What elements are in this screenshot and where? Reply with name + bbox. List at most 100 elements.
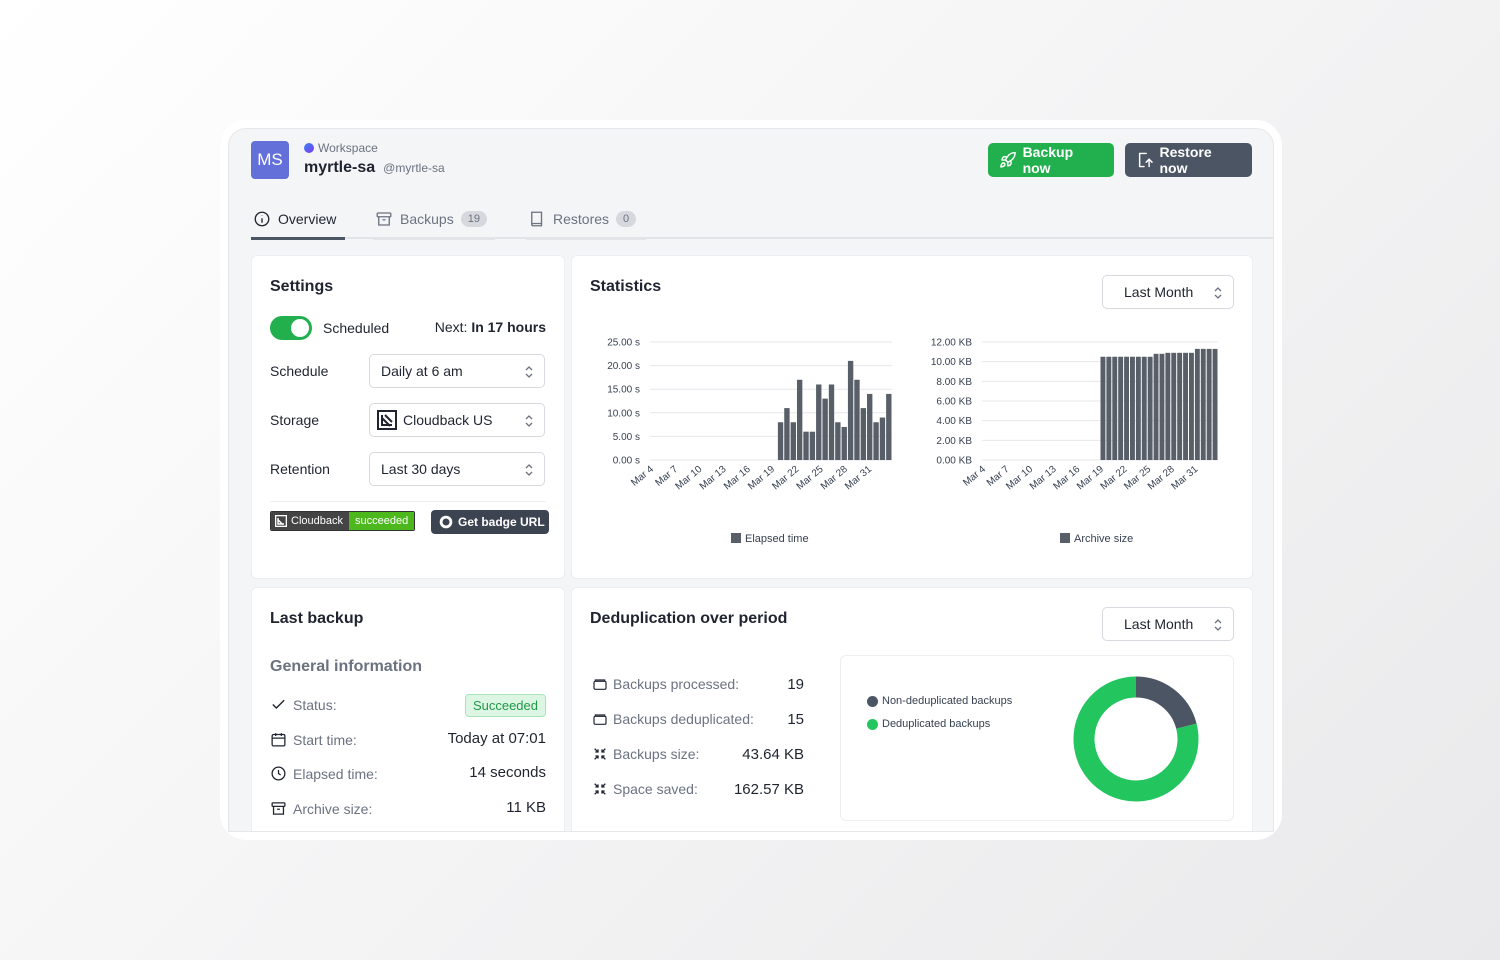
tab-overview-label: Overview bbox=[278, 211, 337, 227]
bar bbox=[1206, 348, 1212, 460]
tab-backups-label: Backups bbox=[400, 211, 454, 227]
tab-backups[interactable]: Backups 19 bbox=[375, 203, 487, 235]
bar bbox=[1183, 352, 1188, 460]
x-tick-label: Mar 4 bbox=[629, 464, 656, 489]
chevron-updown-icon bbox=[525, 415, 533, 427]
bar bbox=[1118, 356, 1124, 460]
stack-icon bbox=[593, 679, 607, 690]
restore-now-button[interactable]: Restore now bbox=[1125, 143, 1252, 177]
bar bbox=[1153, 353, 1159, 460]
donut-slice bbox=[1135, 676, 1197, 730]
dedup-donut-chart bbox=[1073, 676, 1199, 802]
next-value: In 17 hours bbox=[471, 319, 546, 335]
chevron-updown-icon bbox=[525, 366, 533, 378]
deduplication-title: Deduplication over period bbox=[590, 610, 788, 627]
deduplication-card: Deduplication over period Last Month Bac… bbox=[571, 587, 1253, 831]
tab-restores-underline bbox=[526, 237, 646, 240]
bar bbox=[1147, 356, 1153, 460]
badge-left: Cloudback bbox=[271, 512, 349, 530]
bar bbox=[1200, 348, 1206, 460]
y-tick-label: 2.00 KB bbox=[936, 436, 972, 447]
tab-backups-underline bbox=[373, 237, 495, 240]
workspace-name: myrtle-sa bbox=[304, 159, 376, 176]
bar bbox=[828, 384, 835, 460]
status-badge: Cloudback succeeded bbox=[270, 511, 416, 531]
backups-deduplicated-value: 15 bbox=[787, 711, 804, 728]
x-tick-label: Mar 4 bbox=[961, 464, 988, 489]
bar bbox=[1112, 356, 1118, 460]
donut-slice bbox=[1073, 676, 1199, 802]
tab-restores-count: 0 bbox=[616, 211, 637, 227]
chevron-updown-icon bbox=[1214, 287, 1222, 299]
legend-dot-dedup bbox=[867, 718, 878, 730]
start-time-value: Today at 07:01 bbox=[447, 730, 546, 747]
bar bbox=[886, 393, 892, 460]
elapsed-time-value: 14 seconds bbox=[469, 764, 546, 781]
y-tick-label: 12.00 KB bbox=[931, 338, 972, 349]
workspace-avatar: MS bbox=[251, 141, 289, 179]
archive-size-label: Archive size: bbox=[270, 800, 372, 817]
bar bbox=[879, 417, 886, 460]
compress-icon bbox=[594, 748, 606, 760]
statistics-period-select[interactable]: Last Month bbox=[1102, 275, 1234, 309]
status-label: Status: bbox=[270, 696, 337, 713]
bar bbox=[1135, 356, 1141, 460]
legend-non-deduplicated: Non-deduplicated backups bbox=[867, 695, 1012, 707]
backups-processed-value: 19 bbox=[787, 676, 804, 693]
archive-size-label-text: Archive size: bbox=[293, 800, 373, 817]
workspace-handle: @myrtle-sa bbox=[383, 161, 445, 175]
legend-dedup-text: Deduplicated backups bbox=[882, 718, 991, 730]
backup-now-button[interactable]: Backup now bbox=[988, 143, 1114, 177]
bar bbox=[1106, 356, 1112, 460]
bar bbox=[822, 398, 828, 460]
retention-label: Retention bbox=[270, 461, 330, 477]
tab-restores[interactable]: Restores 0 bbox=[528, 203, 637, 235]
scheduled-label: Scheduled bbox=[323, 320, 390, 336]
y-tick-label: 25.00 s bbox=[607, 338, 640, 349]
next-run: Next: In 17 hours bbox=[435, 319, 546, 335]
tab-restores-label: Restores bbox=[553, 211, 610, 227]
last-backup-card: Last backup General information Status: … bbox=[251, 587, 565, 831]
statistics-period-value: Last Month bbox=[1124, 284, 1194, 300]
legend-dot-non-dedup bbox=[867, 695, 878, 707]
schedule-select[interactable]: Daily at 6 am bbox=[369, 354, 545, 388]
bar bbox=[790, 422, 796, 460]
archive-size-chart: 0.00 KB 2.00 KB 4.00 KB 6.00 KB 8.00 KB 10.00… bbox=[931, 338, 1218, 545]
bar bbox=[777, 422, 784, 460]
bar bbox=[1159, 353, 1165, 460]
tab-overview[interactable]: Overview bbox=[253, 203, 336, 235]
tab-overview-underline bbox=[251, 237, 345, 240]
calendar-icon bbox=[271, 733, 286, 747]
retention-select[interactable]: Last 30 days bbox=[369, 452, 545, 486]
app-window: MS Workspace myrtle-sa @myrtle-sa Backup… bbox=[228, 128, 1274, 832]
elapsed-time-label-text: Elapsed time: bbox=[293, 765, 378, 782]
badge-left-text: Cloudback bbox=[291, 515, 343, 527]
bar bbox=[1189, 352, 1194, 460]
legend-label: Elapsed time bbox=[745, 533, 809, 545]
bar bbox=[1165, 352, 1171, 460]
bar bbox=[835, 422, 841, 460]
legend-non-dedup-text: Non-deduplicated backups bbox=[882, 695, 1013, 707]
y-tick-label: 10.00 KB bbox=[931, 357, 972, 368]
last-backup-title: Last backup bbox=[270, 610, 364, 627]
y-tick-label: 8.00 KB bbox=[936, 377, 972, 388]
book-icon bbox=[531, 211, 543, 227]
archive-icon bbox=[376, 212, 392, 226]
dedup-period-select[interactable]: Last Month bbox=[1102, 607, 1234, 641]
bar bbox=[1177, 352, 1183, 460]
storage-select[interactable]: Cloudback US bbox=[369, 403, 545, 437]
get-badge-url-label: Get badge URL bbox=[458, 515, 545, 529]
legend-label: Archive size bbox=[1074, 533, 1133, 545]
elapsed-time-label: Elapsed time: bbox=[270, 765, 378, 782]
dedup-stats: Backups processed: 19 Backups deduplicat… bbox=[572, 676, 804, 816]
chevron-updown-icon bbox=[1214, 619, 1222, 631]
compress-icon bbox=[594, 783, 606, 795]
workspace-label: Workspace bbox=[304, 141, 378, 155]
get-badge-url-button[interactable]: Get badge URL bbox=[431, 510, 549, 534]
bar bbox=[847, 360, 854, 460]
space-saved-value: 162.57 KB bbox=[733, 781, 804, 798]
settings-card: Settings Scheduled Next: In 17 hours Sch… bbox=[251, 255, 565, 579]
scheduled-toggle[interactable] bbox=[270, 316, 312, 340]
legend-swatch bbox=[1060, 533, 1070, 543]
schedule-label: Schedule bbox=[270, 363, 329, 379]
